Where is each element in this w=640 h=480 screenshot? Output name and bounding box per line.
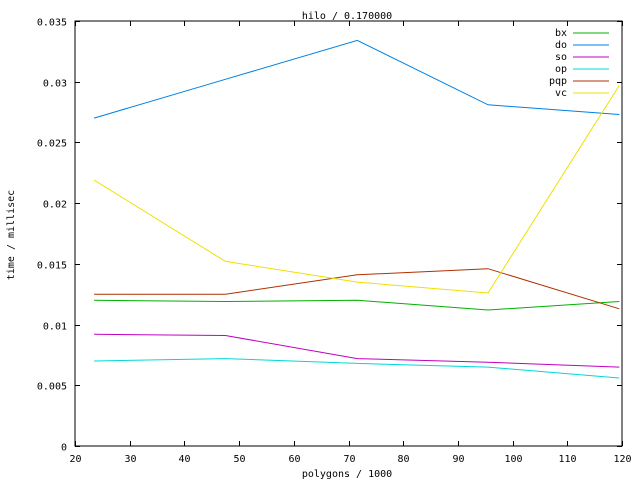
plot-frame <box>74 20 623 447</box>
x-tick-label: 50 <box>233 454 245 465</box>
legend-label-bx: bx <box>555 28 567 39</box>
x-tick-label: 120 <box>613 454 631 465</box>
legend-label-op: op <box>555 64 567 75</box>
legend-label-so: so <box>555 52 567 63</box>
x-tick-label: 60 <box>288 454 300 465</box>
x-tick-label: 30 <box>124 454 136 465</box>
plot-lines <box>93 39 620 379</box>
x-axis-label: polygons / 1000 <box>302 469 392 480</box>
series-line-pqp <box>94 268 620 310</box>
x-tick-label: 110 <box>558 454 576 465</box>
y-tick-label: 0.015 <box>37 261 67 272</box>
x-tick-label: 80 <box>397 454 409 465</box>
y-tick-label: 0.005 <box>37 382 67 393</box>
series-line-so <box>94 333 620 368</box>
series-line-bx <box>94 299 620 311</box>
y-axis-label: time / millisec <box>6 190 17 280</box>
y-tick-label: 0.01 <box>43 322 67 333</box>
series-line-do <box>93 39 620 119</box>
y-tick-label: 0 <box>61 443 67 454</box>
legend-label-do: do <box>555 40 567 51</box>
x-tick-label: 20 <box>69 454 81 465</box>
x-tick-label: 100 <box>504 454 522 465</box>
chart-title: hilo / 0.170000 <box>302 11 392 22</box>
legend-label-vc: vc <box>555 88 567 99</box>
x-tick-label: 90 <box>452 454 464 465</box>
y-tick-label: 0.02 <box>43 200 67 211</box>
y-tick-label: 0.025 <box>37 139 67 150</box>
plot-axes: 20 30 40 50 60 70 80 90 100 110 120 0 0.005 0.01 0.015… <box>37 18 632 466</box>
x-tick-label: 70 <box>343 454 355 465</box>
series-line-vc <box>93 85 620 294</box>
y-tick-label: 0.035 <box>37 18 67 29</box>
series-line-op <box>94 358 620 379</box>
legend-label-pqp: pqp <box>549 76 567 87</box>
y-tick-label: 0.03 <box>43 79 67 90</box>
x-tick-label: 40 <box>178 454 190 465</box>
